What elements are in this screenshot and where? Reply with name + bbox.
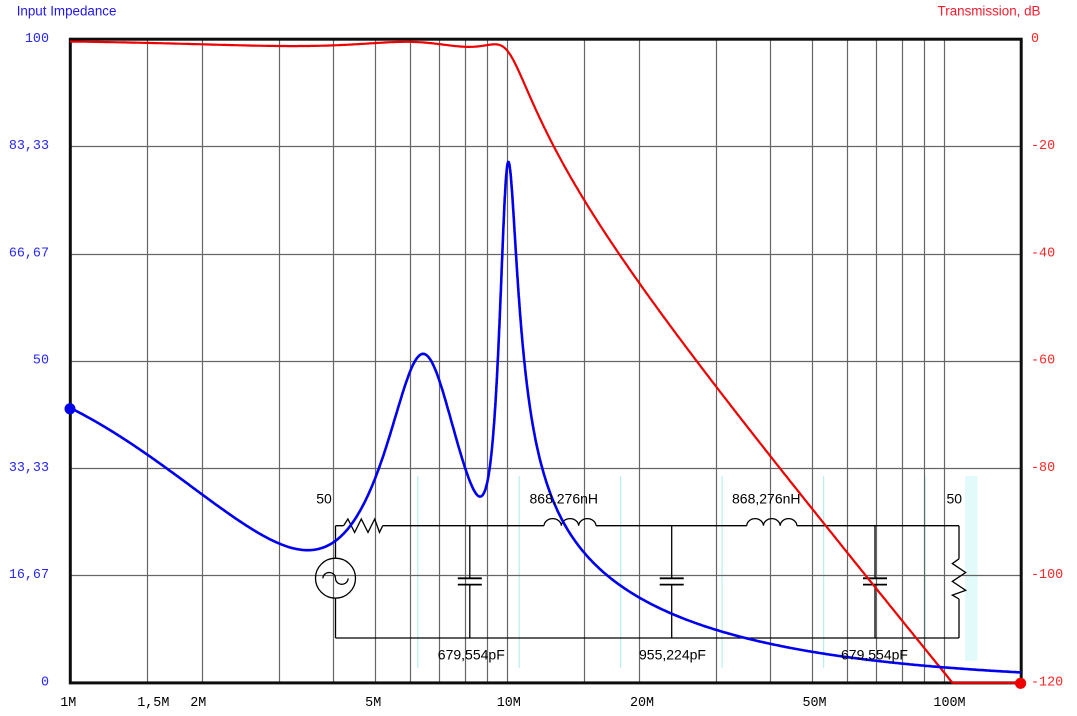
svg-text:20M: 20M [630, 696, 654, 711]
svg-text:955,224pF: 955,224pF [639, 647, 706, 663]
svg-text:0: 0 [41, 675, 49, 690]
svg-text:10M: 10M [497, 696, 521, 711]
svg-text:-40: -40 [1031, 246, 1055, 261]
svg-text:679,554pF: 679,554pF [841, 647, 908, 663]
svg-text:50M: 50M [802, 696, 826, 711]
svg-text:50: 50 [947, 491, 963, 507]
svg-text:1,5M: 1,5M [137, 696, 169, 711]
svg-text:-60: -60 [1031, 354, 1055, 369]
svg-text:83,33: 83,33 [9, 139, 49, 154]
svg-text:33,33: 33,33 [9, 461, 49, 476]
svg-text:50: 50 [316, 491, 332, 507]
svg-text:679,554pF: 679,554pF [438, 647, 505, 663]
svg-text:-100: -100 [1031, 568, 1063, 583]
svg-text:Input Impedance: Input Impedance [17, 3, 117, 18]
svg-text:868,276nH: 868,276nH [530, 491, 599, 507]
svg-text:0: 0 [1031, 32, 1039, 47]
svg-text:16,67: 16,67 [9, 568, 49, 583]
svg-text:2M: 2M [190, 696, 206, 711]
svg-text:-80: -80 [1031, 461, 1055, 476]
svg-text:66,67: 66,67 [9, 246, 49, 261]
svg-text:-120: -120 [1031, 675, 1063, 690]
svg-text:-20: -20 [1031, 139, 1055, 154]
svg-text:1M: 1M [60, 696, 76, 711]
svg-text:100M: 100M [933, 696, 965, 711]
svg-text:868,276nH: 868,276nH [732, 491, 801, 507]
svg-text:50: 50 [33, 354, 49, 369]
svg-text:5M: 5M [365, 696, 381, 711]
svg-text:100: 100 [25, 32, 49, 47]
svg-text:Transmission, dB: Transmission, dB [938, 3, 1041, 18]
